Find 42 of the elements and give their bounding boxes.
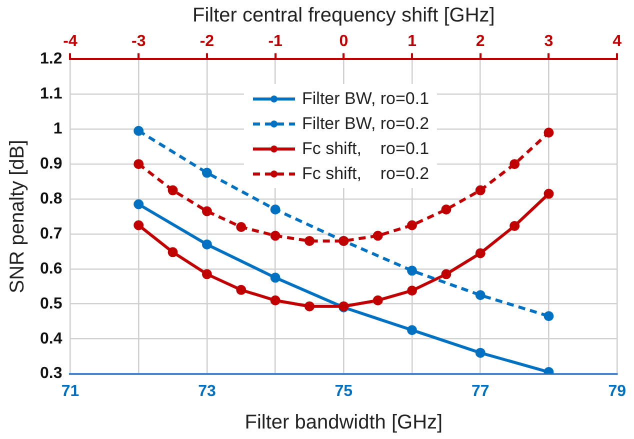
point — [202, 239, 212, 250]
y-axis-title: SNR penalty [dB] — [6, 140, 29, 294]
y-tick-label: 0.3 — [40, 365, 62, 382]
x-tick-label: 73 — [198, 382, 216, 400]
legend-label: Filter BW, ro=0.2 — [302, 114, 430, 134]
x2-tick-label: -4 — [63, 33, 78, 50]
y-tick-label: 0.6 — [40, 260, 62, 278]
x-axis-title: Filter bandwidth [GHz] — [244, 412, 443, 434]
point — [202, 168, 212, 178]
y-tick-label: 0.4 — [40, 330, 62, 348]
x2-tick-label: 3 — [544, 33, 554, 50]
y-tick-label: 1 — [53, 120, 62, 138]
point — [407, 325, 418, 336]
x2-tick-label: 2 — [476, 33, 485, 50]
point — [407, 266, 418, 276]
y-tick-label: 1.2 — [40, 50, 62, 68]
x-tick-label: 71 — [61, 382, 80, 400]
point — [134, 126, 144, 136]
y-tick-label: 0.9 — [40, 155, 62, 172]
legend-label: Fc shift, ro=0.1 — [302, 138, 430, 158]
legend-label: Filter BW, ro=0.1 — [302, 88, 430, 108]
x2-tick-label: 1 — [408, 33, 417, 50]
x2-tick-label: 0 — [339, 33, 348, 50]
x2-tick-label: -1 — [268, 33, 283, 50]
x2-tick-label: -2 — [200, 33, 214, 50]
y-tick-label: 1.1 — [40, 86, 62, 103]
point — [270, 272, 280, 283]
x-tick-label: 77 — [471, 382, 490, 400]
point — [134, 199, 144, 210]
point — [475, 348, 486, 358]
point — [475, 290, 486, 300]
x-tick-label: 75 — [334, 382, 353, 400]
x2-axis-title: Filter central frequency shift [GHz] — [192, 4, 495, 27]
point — [270, 204, 280, 215]
point — [544, 311, 554, 322]
x2-tick-label: 4 — [612, 33, 622, 50]
x-tick-label: 79 — [608, 382, 626, 400]
x2-tick-label: -3 — [131, 33, 146, 50]
y-tick-label: 0.7 — [40, 225, 62, 242]
y-tick-label: 0.8 — [40, 190, 62, 208]
y-tick-label: 0.5 — [40, 295, 62, 312]
legend-label: Fc shift, ro=0.2 — [302, 164, 430, 184]
